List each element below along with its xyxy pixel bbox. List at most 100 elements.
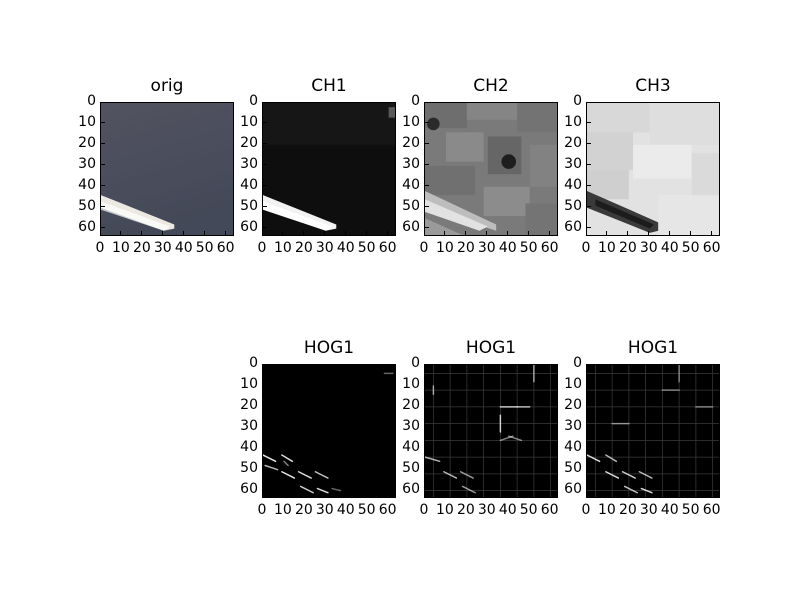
hog-cells	[425, 365, 535, 494]
hog-cell	[281, 471, 296, 479]
xtick-mark	[648, 231, 650, 235]
ytick-label: 30	[240, 417, 258, 434]
image-patch	[658, 195, 719, 235]
xtick-mark	[324, 231, 326, 235]
ytick-mark	[425, 447, 429, 449]
ytick-label: 0	[87, 93, 96, 109]
hog-cell	[314, 471, 329, 479]
xtick-mark	[204, 231, 206, 235]
ytick-mark	[101, 122, 105, 124]
ytick-label: 10	[240, 113, 258, 130]
xtick-mark	[606, 231, 608, 235]
ytick-label: 40	[564, 438, 582, 455]
hog-cell	[461, 485, 476, 494]
xtick-mark	[387, 493, 389, 497]
xtick-label: 0	[95, 240, 105, 256]
ytick-label: 60	[402, 218, 420, 235]
xtick-label: 20	[618, 240, 637, 256]
dark-spot	[501, 154, 517, 169]
ytick-mark	[587, 405, 591, 407]
ytick-label: 30	[564, 417, 582, 434]
road-stripe-glow	[101, 201, 171, 231]
xtick-mark	[690, 231, 692, 235]
ytick-label: 40	[402, 176, 420, 193]
xtick-mark	[585, 493, 587, 497]
xtick-mark	[507, 231, 509, 235]
ytick-mark	[425, 405, 429, 407]
ytick-label: 50	[564, 197, 582, 214]
xtick-label: 30	[315, 502, 334, 518]
panel-title: orig	[150, 76, 184, 96]
xtick-label: 0	[257, 502, 267, 518]
xtick-mark	[627, 231, 629, 235]
ytick-label: 10	[402, 375, 420, 392]
ytick-mark	[425, 363, 429, 365]
xtick-label: 0	[581, 240, 591, 256]
ytick-label: 0	[411, 355, 420, 371]
xtick-label: 50	[519, 502, 538, 518]
ytick-mark	[425, 143, 429, 145]
ytick-label: 30	[564, 155, 582, 172]
hog-cells	[263, 372, 394, 494]
xtick-label: 50	[195, 240, 214, 256]
xtick-mark	[303, 493, 305, 497]
xtick-mark	[423, 493, 425, 497]
xtick-mark	[507, 493, 509, 497]
xtick-mark	[99, 231, 101, 235]
ytick-label: 20	[78, 134, 96, 151]
hog-cell	[459, 471, 474, 479]
xtick-mark	[648, 493, 650, 497]
road-shadow	[425, 218, 463, 235]
ch1-image	[263, 103, 395, 235]
ytick-mark	[425, 122, 429, 124]
xtick-label: 30	[315, 240, 334, 256]
xtick-label: 10	[436, 240, 454, 256]
ytick-mark	[587, 143, 591, 145]
ytick-mark	[425, 468, 429, 470]
hog-cell	[621, 471, 636, 479]
road-stripe-glow	[425, 199, 488, 231]
panel-title: HOG1	[627, 338, 679, 358]
image-patch	[525, 203, 557, 235]
bright-corner	[388, 107, 395, 118]
xtick-mark	[711, 493, 713, 497]
ytick-mark	[263, 206, 267, 208]
ytick-label: 40	[240, 438, 258, 455]
ytick-label: 50	[402, 459, 420, 476]
ytick-label: 50	[240, 197, 258, 214]
ytick-label: 0	[573, 93, 582, 109]
hog-cell	[316, 487, 329, 494]
image-shade	[263, 103, 395, 145]
ytick-mark	[587, 227, 591, 229]
ytick-mark	[101, 101, 105, 103]
xtick-mark	[690, 493, 692, 497]
xtick-mark	[549, 231, 551, 235]
ytick-label: 20	[564, 134, 582, 151]
ytick-mark	[263, 426, 267, 428]
xtick-label: 60	[702, 240, 721, 256]
ytick-mark	[101, 185, 105, 187]
xtick-label: 60	[540, 502, 559, 518]
ytick-mark	[263, 489, 267, 491]
xtick-label: 10	[598, 502, 616, 518]
image-patch	[466, 103, 518, 120]
xtick-label: 40	[498, 240, 517, 256]
ytick-mark	[263, 101, 267, 103]
image-background	[587, 365, 719, 497]
ytick-mark	[263, 405, 267, 407]
road-stripe	[425, 190, 497, 231]
ytick-mark	[263, 122, 267, 124]
hog-cell	[587, 454, 601, 463]
image-patch	[529, 144, 557, 187]
xtick-label: 40	[336, 502, 355, 518]
ytick-mark	[263, 447, 267, 449]
xtick-mark	[366, 231, 368, 235]
ytick-mark	[587, 426, 591, 428]
hog-cells	[587, 365, 714, 494]
ytick-label: 60	[564, 480, 582, 497]
ytick-mark	[263, 384, 267, 386]
xtick-mark	[345, 493, 347, 497]
hog-cell	[299, 485, 314, 494]
xtick-mark	[606, 493, 608, 497]
hog2-image	[425, 365, 557, 497]
